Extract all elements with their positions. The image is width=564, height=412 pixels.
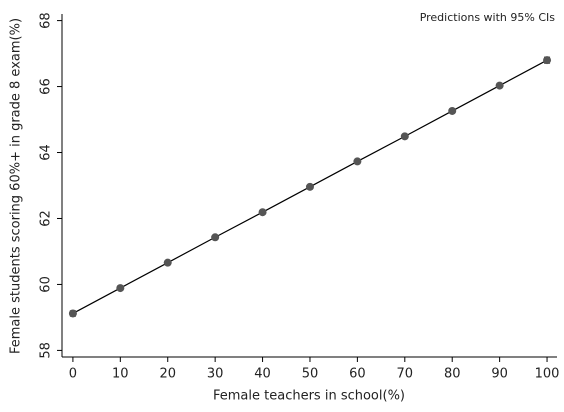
x-tick-label: 20	[159, 367, 176, 382]
point	[163, 258, 172, 267]
y-tick-label: 58	[39, 342, 54, 359]
x-tick-label: 0	[69, 367, 77, 382]
point	[116, 284, 125, 293]
point	[448, 106, 457, 115]
x-tick-label: 100	[535, 367, 560, 382]
point	[258, 208, 267, 217]
y-tick-label: 64	[39, 144, 54, 161]
y-axis-label: Female students scoring 60%+ in grade 8 …	[9, 18, 24, 354]
y-tick-label: 68	[39, 12, 54, 29]
point	[400, 132, 409, 141]
x-tick-label: 40	[254, 367, 271, 382]
y-tick-label: 66	[39, 78, 54, 95]
x-tick-label: 30	[207, 367, 224, 382]
x-tick-label: 80	[444, 367, 461, 382]
point	[495, 81, 504, 90]
x-tick-label: 50	[302, 367, 319, 382]
y-tick-label: 62	[39, 210, 54, 227]
point	[353, 157, 362, 166]
annotation: Predictions with 95% CIs	[420, 11, 556, 24]
x-tick-label: 70	[397, 367, 414, 382]
point	[305, 182, 314, 191]
point	[68, 309, 77, 318]
x-tick-label: 10	[112, 367, 129, 382]
x-tick-label: 60	[349, 367, 366, 382]
x-axis-label: Female teachers in school(%)	[213, 389, 405, 404]
x-tick-label: 90	[491, 367, 508, 382]
y-tick-label: 60	[39, 276, 54, 293]
point	[543, 56, 552, 65]
point	[211, 233, 220, 242]
